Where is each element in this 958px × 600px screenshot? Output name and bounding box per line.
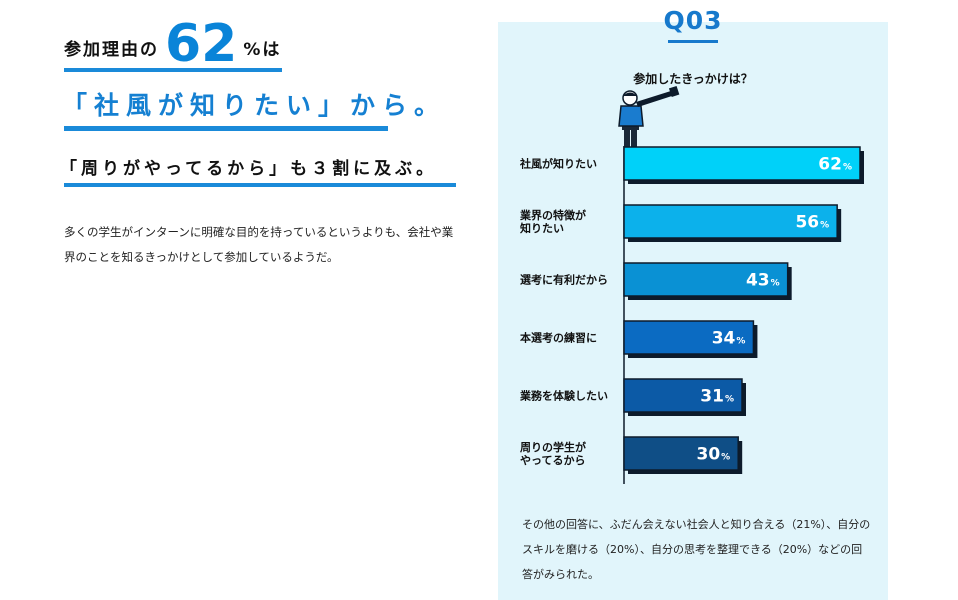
- question-number-underline: [668, 40, 718, 43]
- question-number: Q03: [663, 6, 723, 35]
- headline-percent-suffix: %は: [243, 40, 282, 60]
- bar-value-label: 30%: [696, 445, 730, 465]
- bar-value-label: 31%: [700, 387, 734, 407]
- left-column: 参加理由の 62 %は 「社風が知りたい」から。 「周りがやってるから」も３割に及ぶ…: [60, 14, 456, 264]
- bar: [623, 262, 789, 297]
- bar: [623, 436, 739, 471]
- bar-value-label: 62%: [818, 155, 852, 175]
- category-label: 本選考の練習に: [520, 331, 597, 345]
- category-label: 周りの学生がやってるから: [520, 440, 586, 467]
- bar-chart: 社風が知りたい 62% 業界の特徴が知りたい 56% 選考に有利だから 43% 本選考の練習…: [519, 85, 864, 484]
- bar-rows: 社風が知りたい 62% 業界の特徴が知りたい 56% 選考に有利だから 43% 本選考の練習…: [519, 146, 864, 474]
- bar: [623, 320, 755, 355]
- category-label: 業務を体験したい: [519, 389, 608, 403]
- bar-value-label: 43%: [746, 271, 780, 291]
- headline-prefix: 参加理由の: [64, 40, 159, 60]
- description-text: 多くの学生がインターンに明確な目的を持っているというよりも、会社や業界のことを知…: [64, 225, 454, 264]
- headline-line3: 「周りがやってるから」も３割に及ぶ。: [60, 159, 438, 179]
- bar-value-label: 34%: [712, 329, 746, 349]
- headline-underline-2: [64, 126, 388, 131]
- headline-big-number: 62: [165, 14, 238, 74]
- bar-value-label: 56%: [795, 213, 829, 233]
- headline-line1: 参加理由の 62 %は: [64, 14, 281, 74]
- category-label: 社風が知りたい: [519, 157, 597, 171]
- category-label: 選考に有利だから: [520, 273, 608, 287]
- telescope-person-icon: [618, 85, 680, 148]
- headline-underline-3: [64, 183, 456, 187]
- headline-underline-1: [64, 68, 282, 72]
- bar: [623, 378, 743, 413]
- bar: [623, 146, 861, 181]
- bar: [623, 204, 838, 239]
- question-text: 参加したきっかけは？: [633, 72, 753, 86]
- footnote-text: その他の回答に、ふだん会えない社会人と知り合える（21%）、自分のスキルを磨ける…: [522, 518, 871, 581]
- chart-panel: [498, 22, 888, 600]
- category-label: 業界の特徴が知りたい: [519, 208, 586, 235]
- headline-line2: 「社風が知りたい」から。: [62, 91, 447, 120]
